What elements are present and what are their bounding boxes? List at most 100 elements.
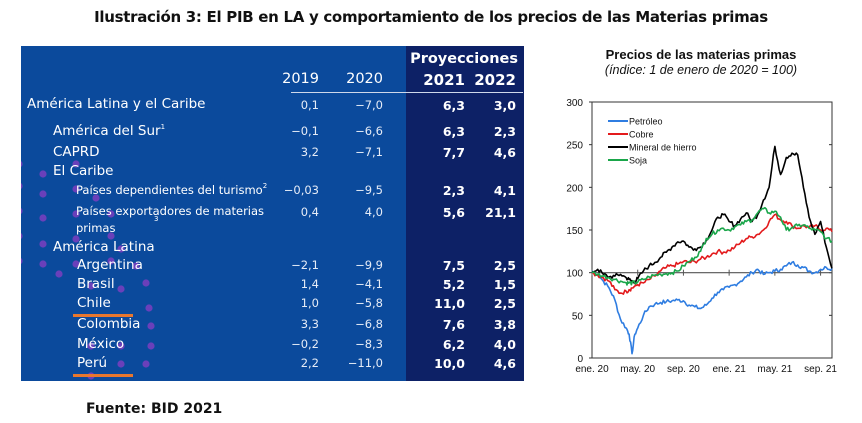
legend-label: Soja	[629, 156, 647, 166]
projection-band	[406, 46, 524, 381]
row-label-text: Chile	[77, 295, 111, 311]
decorative-dot	[39, 260, 47, 268]
table-cell: 2,5	[493, 296, 516, 311]
row-label: Brasil	[77, 276, 115, 292]
highlight-underline	[73, 314, 133, 317]
table-cell: 7,6	[442, 317, 465, 332]
table-cell: 0,1	[300, 98, 319, 112]
row-label: Países exportadores de materias	[76, 204, 264, 218]
row-label: Chile	[77, 295, 111, 311]
column-header-2021: 2021	[423, 71, 465, 89]
source-note: Fuente: BID 2021	[86, 401, 223, 417]
decorative-dot	[147, 342, 155, 350]
x-tick-label: may. 21	[757, 364, 792, 375]
table-cell: 4,1	[493, 183, 516, 198]
table-cell: 7,5	[442, 258, 465, 273]
decorative-dot	[39, 170, 47, 178]
decorative-dot	[117, 245, 125, 253]
decorative-dot	[87, 282, 95, 290]
table-cell: 3,0	[493, 98, 516, 113]
decorative-dot	[39, 190, 47, 198]
decorative-dot	[72, 235, 80, 243]
row-label-text: Brasil	[77, 276, 115, 292]
column-header-2022: 2022	[474, 71, 516, 89]
row-label-text: Colombia	[77, 316, 141, 332]
table-cell: −6,6	[355, 124, 383, 138]
y-tick-label: 200	[566, 183, 583, 194]
y-tick-label: 150	[566, 226, 583, 237]
decorative-dot	[117, 360, 125, 368]
row-label-text: Argentina	[77, 257, 143, 273]
series-line-petróleo	[591, 260, 833, 355]
table-cell: 3,3	[300, 317, 319, 331]
decorative-dot	[107, 257, 115, 265]
table-cell: 5,6	[442, 205, 465, 220]
table-cell: 21,1	[485, 205, 516, 220]
table-cell: −0,2	[291, 337, 319, 351]
chart-subtitle: (índice: 1 de enero de 2020 = 100)	[604, 63, 798, 77]
decorative-dot	[107, 210, 115, 218]
column-header-2020: 2020	[346, 71, 383, 87]
highlight-underline	[73, 374, 133, 377]
table-cell: −9,5	[355, 183, 383, 197]
decorative-dot	[21, 161, 23, 167]
row-label: Países dependientes del turismo2	[76, 182, 267, 197]
table-cell: 6,3	[442, 124, 465, 139]
row-label-text: México	[77, 336, 125, 352]
decorative-dot	[21, 258, 23, 264]
y-tick-label: 250	[566, 141, 583, 152]
table-cell: −5,8	[355, 296, 383, 310]
decorative-dot	[92, 194, 100, 202]
decorative-dot	[145, 304, 153, 312]
row-label: México	[77, 336, 124, 352]
table-cell: −2,1	[291, 258, 319, 272]
table-cell: 6,3	[442, 98, 465, 113]
row-label-text: Países dependientes del turismo	[76, 183, 263, 197]
decorative-dot	[39, 240, 47, 248]
row-label-text: Perú	[77, 355, 108, 371]
row-label-text: América Latina y el Caribe	[27, 96, 206, 112]
table-cell: −4,1	[355, 277, 383, 291]
y-tick-label: 0	[577, 354, 583, 365]
row-label: Argentina	[77, 257, 143, 273]
table-cell: 4,0	[493, 337, 516, 352]
commodity-price-chart: 0 50 100 150 200 250 300 ene. 20 may. 20 sep. 20 e…	[566, 98, 837, 375]
table-cell: 0,4	[300, 205, 319, 219]
table-cell: 3,2	[300, 145, 319, 159]
table-cell: 1,5	[493, 277, 516, 292]
series-line-cobre	[591, 213, 833, 295]
decorative-dot	[39, 214, 47, 222]
table-cell: −7,0	[355, 98, 383, 112]
table-cell: 6,2	[442, 337, 465, 352]
row-label: Perú	[77, 355, 107, 371]
row-label: Colombia	[77, 316, 140, 332]
decorative-dot	[142, 360, 150, 368]
decorative-dot	[21, 208, 23, 214]
table-cell: −11,0	[347, 356, 383, 370]
figure-title: Ilustración 3: El PIB en LA y comportami…	[94, 8, 768, 26]
series-line-soja	[591, 206, 833, 286]
table-cell: 2,5	[493, 258, 516, 273]
table-cell: 4,6	[493, 145, 516, 160]
decorative-dot	[117, 342, 125, 350]
decorative-dot	[55, 270, 63, 278]
decorative-dot-pattern	[21, 160, 155, 380]
table-cell: 5,2	[442, 277, 465, 292]
legend-label: Mineral de hierro	[629, 143, 697, 153]
table-cell: 2,2	[300, 356, 319, 370]
x-tick-label: sep. 20	[667, 364, 700, 375]
row-label-text: Países exportadores de materias	[76, 204, 265, 218]
table-cell: −7,1	[355, 145, 383, 159]
row-label: América Latina y el Caribe	[27, 96, 205, 112]
decorative-dot	[142, 279, 150, 287]
y-tick-label: 50	[572, 311, 584, 322]
table-cell: 3,8	[493, 317, 516, 332]
table-cell: 1,4	[300, 277, 319, 291]
decorative-dot	[87, 342, 95, 350]
decorative-dot	[132, 262, 140, 270]
decorative-dot	[117, 285, 125, 293]
series-line-mineral-de-hierro	[591, 145, 833, 284]
header-divider	[291, 92, 523, 93]
gdp-table-panel: Proyecciones 2019 2020 2021 2022 América Lat…	[21, 46, 524, 381]
table-cell: 4,0	[364, 205, 383, 219]
